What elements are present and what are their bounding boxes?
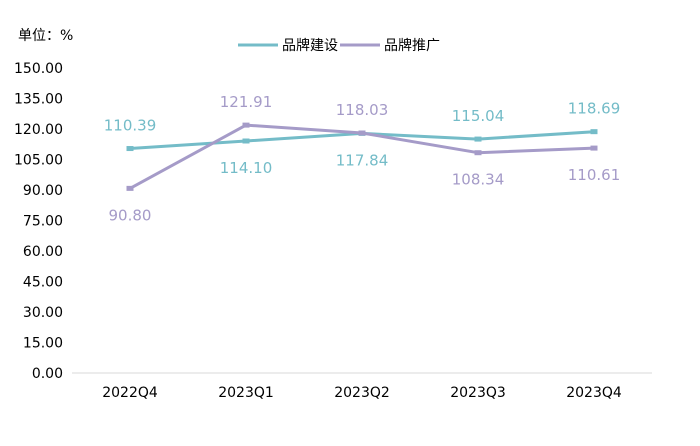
- series-0-point[interactable]: [590, 129, 598, 135]
- data-label-series-1: 110.61: [568, 166, 621, 184]
- series-0-point[interactable]: [474, 136, 482, 142]
- y-tick-label: 0.00: [32, 366, 63, 382]
- x-tick-label: 2023Q1: [218, 385, 274, 401]
- legend-item-series-0[interactable]: 品牌建设: [238, 37, 338, 54]
- series-1-point[interactable]: [242, 122, 250, 128]
- data-label-series-1: 121.91: [220, 93, 273, 111]
- series-0-point[interactable]: [242, 138, 250, 144]
- legend-label-series-1: 品牌推广: [384, 37, 440, 54]
- data-label-series-0: 118.69: [568, 100, 621, 118]
- series-1-point[interactable]: [358, 130, 366, 136]
- y-tick-label: 150.00: [14, 61, 63, 77]
- y-tick-label: 135.00: [14, 92, 63, 108]
- data-label-series-0: 114.10: [220, 159, 273, 177]
- data-labels: 110.39 90.80 114.10 121.91 117.84 118.03 115.0…: [104, 93, 621, 224]
- y-tick-label: 90.00: [23, 183, 63, 199]
- x-tick-label: 2023Q2: [334, 385, 390, 401]
- data-label-series-0: 110.39: [104, 117, 157, 135]
- y-tick-label: 60.00: [23, 244, 63, 260]
- y-tick-label: 15.00: [23, 336, 63, 352]
- legend-label-series-0: 品牌建设: [282, 37, 338, 54]
- data-label-series-1: 118.03: [336, 101, 389, 119]
- x-tick-label: 2022Q4: [102, 385, 158, 401]
- x-axis-ticks: 2022Q4 2023Q1 2023Q2 2023Q3 2023Q4: [102, 385, 622, 401]
- data-label-series-0: 117.84: [336, 151, 389, 169]
- data-label-series-1: 90.80: [109, 206, 152, 224]
- y-tick-label: 75.00: [23, 214, 63, 230]
- x-tick-label: 2023Q3: [450, 385, 506, 401]
- legend-item-series-1[interactable]: 品牌推广: [340, 37, 440, 54]
- y-tick-label: 30.00: [23, 305, 63, 321]
- y-tick-label: 120.00: [14, 122, 63, 138]
- x-tick-label: 2023Q4: [566, 385, 622, 401]
- series-0-point[interactable]: [126, 146, 134, 152]
- series-layer: [126, 122, 598, 191]
- data-label-series-0: 115.04: [452, 107, 505, 125]
- series-1-point[interactable]: [126, 185, 134, 191]
- y-axis-ticks: 0.00 15.00 30.00 45.00 60.00 75.00 90.00 105.00…: [14, 61, 63, 382]
- y-tick-label: 105.00: [14, 153, 63, 169]
- series-1-point[interactable]: [474, 150, 482, 156]
- legend: 品牌建设 品牌推广: [238, 37, 440, 54]
- series-1-point[interactable]: [590, 145, 598, 151]
- y-tick-label: 45.00: [23, 275, 63, 291]
- unit-label: 单位：%: [18, 28, 73, 44]
- data-label-series-1: 108.34: [452, 171, 505, 189]
